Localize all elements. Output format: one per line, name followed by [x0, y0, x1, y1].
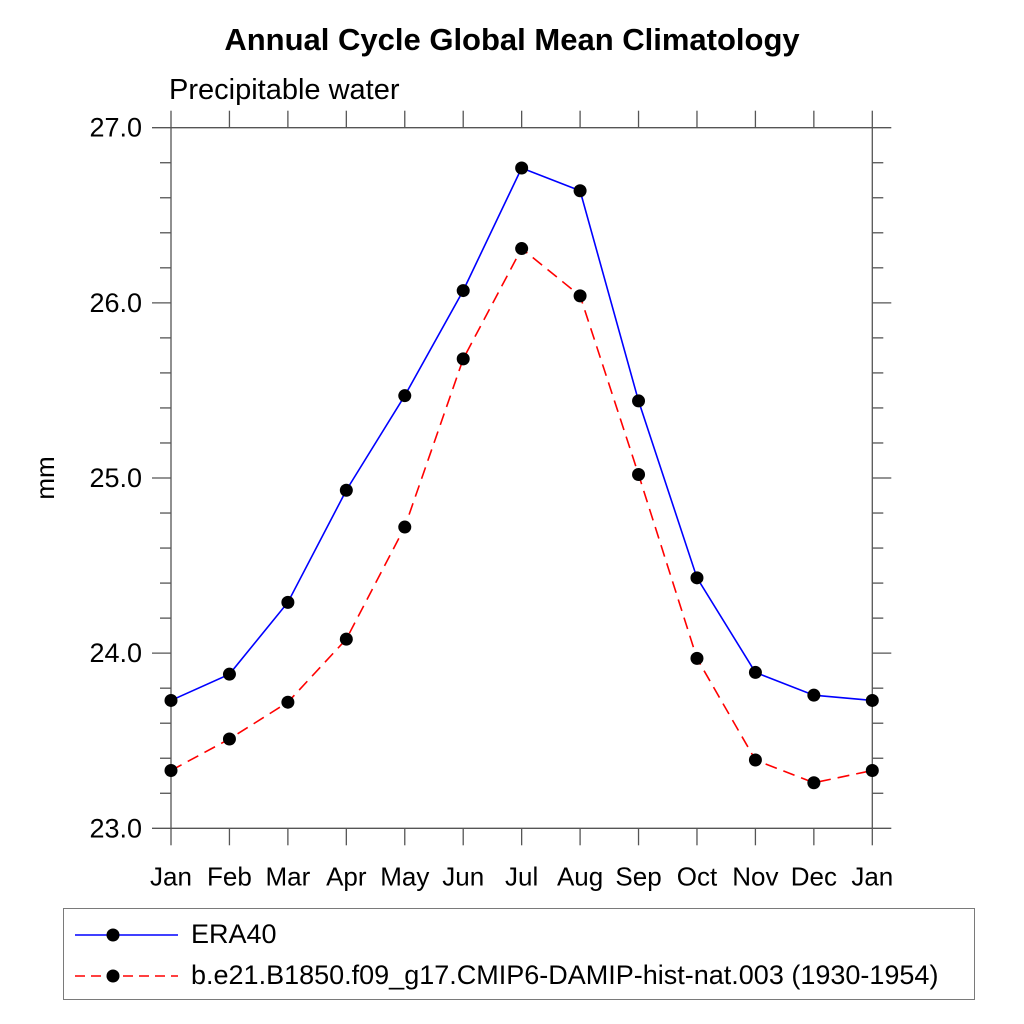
point-era40 — [807, 688, 821, 702]
y-tick-label: 24.0 — [89, 638, 142, 668]
point-hist-nat-003 — [164, 764, 178, 778]
point-hist-nat-003 — [339, 632, 353, 646]
x-tick-label: Nov — [732, 861, 778, 891]
x-tick-label: Oct — [677, 861, 718, 891]
x-tick-label: Sep — [615, 861, 661, 891]
point-hist-nat-003 — [573, 289, 587, 303]
legend-row-hist-nat: b.e21.B1850.f09_g17.CMIP6-DAMIP-hist-nat… — [64, 955, 974, 996]
point-era40 — [865, 693, 879, 707]
legend-box: ERA40 b.e21.B1850.f09_g17.CMIP6-DAMIP-hi… — [63, 908, 975, 1000]
point-hist-nat-003 — [456, 352, 470, 366]
x-tick-label: May — [380, 861, 429, 891]
x-tick-label: Dec — [791, 861, 837, 891]
series-layer — [164, 161, 879, 790]
point-era40 — [748, 665, 762, 679]
x-tick-label: Jun — [442, 861, 484, 891]
point-hist-nat-003 — [807, 776, 821, 790]
y-tick-label: 26.0 — [89, 288, 142, 318]
point-era40 — [515, 161, 529, 175]
point-era40 — [339, 483, 353, 497]
point-hist-nat-003 — [222, 732, 236, 746]
axes-layer: Jan Feb Mar Apr May Jun Jul Aug Sep Oct Nov Dec Jan 2… — [89, 110, 893, 891]
y-tick-label: 27.0 — [89, 113, 142, 143]
x-tick-label: Jan — [851, 861, 893, 891]
legend-label-hist-nat: b.e21.B1850.f09_g17.CMIP6-DAMIP-hist-nat… — [191, 960, 939, 990]
point-era40 — [398, 389, 412, 403]
point-era40 — [164, 693, 178, 707]
y-tick-label: 25.0 — [89, 463, 142, 493]
point-hist-nat-003 — [865, 764, 879, 778]
legend-sample-marker-hist-nat-003 — [106, 969, 120, 982]
x-tick-label: Feb — [207, 861, 252, 891]
point-era40 — [281, 595, 295, 609]
y-axis-label: mm — [30, 456, 60, 499]
point-hist-nat-003 — [748, 753, 762, 767]
point-hist-nat-003 — [515, 242, 529, 256]
x-tick-label: Aug — [557, 861, 603, 891]
point-era40 — [222, 667, 236, 681]
chart-subtitle: Precipitable water — [169, 74, 400, 106]
legend-line-sample-hist-nat — [75, 969, 178, 982]
line-hist-nat-003 — [170, 247, 873, 784]
legend-label-era40: ERA40 — [191, 919, 277, 949]
x-tick-label: Jan — [150, 861, 192, 891]
point-hist-nat-003 — [398, 520, 412, 534]
point-era40 — [690, 571, 704, 585]
point-hist-nat-003 — [281, 695, 295, 709]
point-era40 — [456, 284, 470, 298]
legend-sample-marker-era40 — [106, 928, 120, 941]
point-hist-nat-003 — [690, 651, 704, 665]
legend-row-era40: ERA40 — [64, 914, 974, 955]
chart-title: Annual Cycle Global Mean Climatology — [224, 22, 800, 57]
x-tick-label: Mar — [265, 861, 310, 891]
x-tick-label: Jul — [505, 861, 538, 891]
point-era40 — [573, 184, 587, 198]
x-tick-label: Apr — [326, 861, 367, 891]
point-hist-nat-003 — [632, 467, 646, 481]
y-tick-label: 23.0 — [89, 813, 142, 843]
legend-line-sample-era40 — [75, 928, 178, 941]
point-era40 — [632, 394, 646, 408]
